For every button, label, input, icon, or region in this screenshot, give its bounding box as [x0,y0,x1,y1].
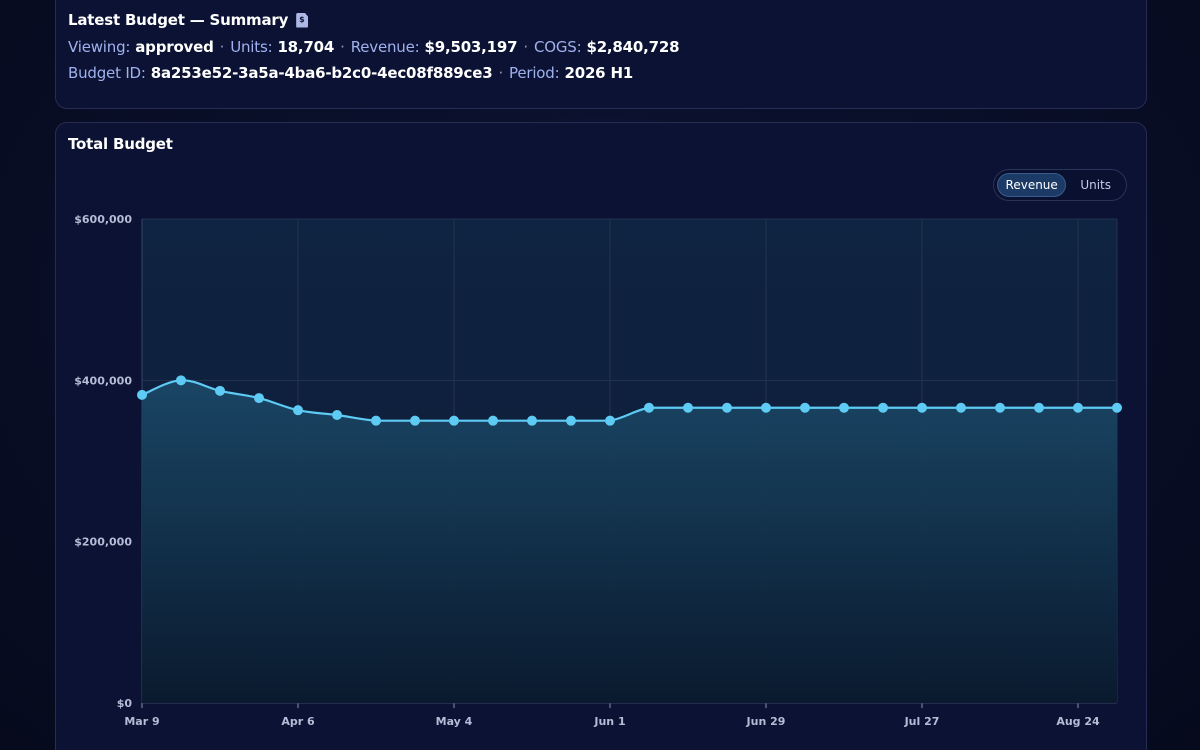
viewing-label: Viewing: [68,38,131,56]
summary-meta-line-2: Budget ID: 8a253e52-3a5a-4ba6-b2c0-4ec08f… [68,64,633,82]
units-value: 18,704 [277,38,335,56]
separator: · [498,64,504,82]
separator: · [219,38,225,56]
revenue-value: $9,503,197 [424,38,518,56]
x-tick-label: Jun 1 [593,715,625,728]
data-point [215,385,225,396]
data-point [566,415,576,426]
y-tick-label: $0 [117,697,133,710]
data-point [839,402,849,413]
data-point [137,389,147,400]
data-point [371,415,381,426]
cogs-label: COGS: [533,38,582,56]
revenue-toggle-button[interactable]: Revenue [997,173,1067,197]
data-point [449,415,459,426]
x-tick-label: Jul 27 [904,715,940,728]
y-tick-label: $200,000 [74,536,132,549]
summary-title: Latest Budget — Summary [68,11,309,29]
data-point [1112,402,1122,413]
data-point [956,402,966,413]
revenue-label: Revenue: [350,38,420,56]
budget-id-label: Budget ID: [68,64,146,82]
x-tick-label: Jun 29 [746,715,786,728]
summary-title-text: Latest Budget — Summary [68,11,289,29]
data-point [722,402,732,413]
data-point [332,410,342,421]
document-dollar-icon [296,12,309,28]
data-point [1073,402,1083,413]
x-tick-label: Mar 9 [124,715,159,728]
separator: · [523,38,528,56]
data-point [410,415,420,426]
units-label: Units: [230,38,273,56]
chart-title: Total Budget [68,135,173,153]
period-label: Period: [509,64,560,82]
data-point [527,415,537,426]
x-tick-label: Aug 24 [1056,715,1100,728]
data-point [176,375,186,386]
data-point [254,393,264,404]
data-point [878,402,888,413]
x-tick-label: May 4 [436,715,473,728]
metric-toggle: Revenue Units [993,169,1127,201]
cogs-value: $2,840,728 [586,38,680,56]
units-toggle-button[interactable]: Units [1080,178,1112,192]
data-point [605,415,615,426]
budget-id-value: 8a253e52-3a5a-4ba6-b2c0-4ec08f889ce3 [150,64,493,82]
x-tick-label: Apr 6 [281,715,315,728]
series-area [142,380,1117,703]
data-point [293,405,303,416]
data-point [917,402,927,413]
data-point [995,402,1005,413]
separator: · [340,38,345,56]
y-tick-label: $600,000 [74,213,132,226]
data-point [761,402,771,413]
summary-card: Latest Budget — Summary Viewing:approved… [55,0,1147,109]
data-point [1034,402,1044,413]
viewing-value: approved [135,38,214,56]
y-tick-label: $400,000 [74,374,132,387]
summary-meta-line-1: Viewing: approved · Units: 18,704 · Revenue: $9… [68,38,680,56]
data-point [800,402,810,413]
data-point [488,415,498,426]
chart-card: Total Budget Revenue Units $0 $200,000 $40… [55,122,1147,750]
data-point [683,402,693,413]
period-value: 2026 H1 [564,64,634,82]
data-point [644,402,654,413]
